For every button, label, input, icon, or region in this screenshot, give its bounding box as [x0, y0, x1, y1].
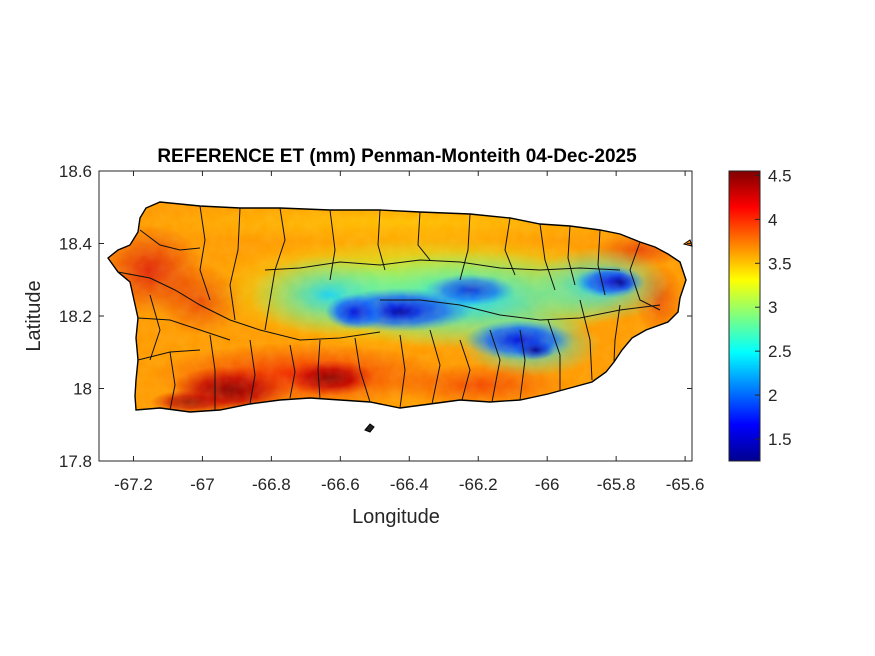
municipal-boundaries: [117, 205, 661, 411]
x-tick-label: -66.6: [321, 475, 360, 494]
colorbar-ticks: 4.5 4 3.5 3 2.5 2 1.5: [755, 166, 792, 449]
y-tick-label: 18.6: [59, 162, 92, 181]
colorbar-tick-label: 3.5: [768, 254, 792, 273]
y-tick-label: 18.4: [59, 235, 92, 254]
colorbar-tick-label: 1.5: [768, 430, 792, 449]
x-tick-label: -67: [190, 475, 215, 494]
x-tick-label: -65.6: [666, 475, 705, 494]
colorbar: [728, 170, 761, 462]
x-tick-label: -66.4: [390, 475, 429, 494]
caja-de-muertos: [364, 423, 375, 433]
x-tick-label: -66.8: [252, 475, 291, 494]
x-axis: -67.2 -67 -66.8 -66.6 -66.4 -66.2 -66 -65.8 -65.…: [114, 171, 704, 494]
colorbar-tick-label: 2: [768, 386, 777, 405]
y-axis: 18.6 18.4 18.2 18 17.8: [59, 162, 692, 471]
colorbar-tick-label: 4: [768, 210, 777, 229]
y-tick-label: 18: [73, 380, 92, 399]
y-tick-label: 18.2: [59, 307, 92, 326]
y-axis-label: Latitude: [23, 280, 45, 351]
y-tick-label: 17.8: [59, 452, 92, 471]
colorbar-tick-label: 2.5: [768, 342, 792, 361]
x-tick-label: -66.2: [459, 475, 498, 494]
x-tick-label: -65.8: [597, 475, 636, 494]
colorbar-tick-label: 4.5: [768, 166, 792, 185]
x-tick-label: -66: [535, 475, 560, 494]
x-axis-label: Longitude: [352, 506, 440, 528]
colorbar-tick-label: 3: [768, 298, 777, 317]
chart-title: REFERENCE ET (mm) Penman-Monteith 04-Dec…: [157, 146, 637, 167]
x-tick-label: -67.2: [114, 475, 153, 494]
